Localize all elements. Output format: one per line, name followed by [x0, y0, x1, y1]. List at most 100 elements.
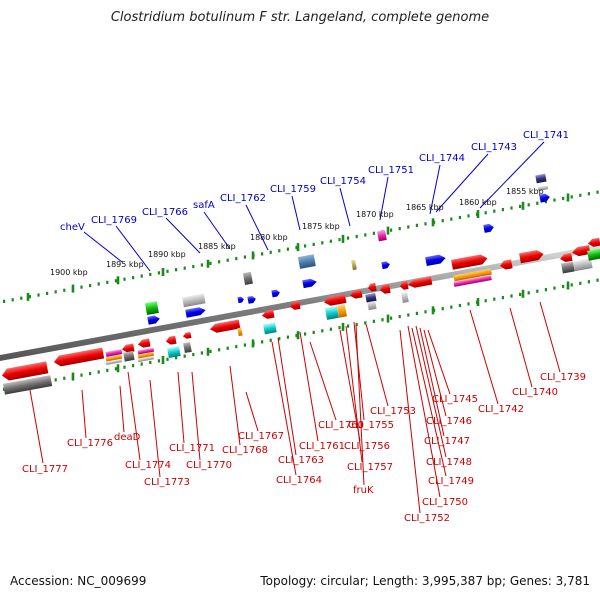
kbp-tick-label: 1880 kbp	[250, 233, 288, 242]
tick-major	[116, 364, 120, 373]
tick-dot	[278, 337, 281, 341]
tick-dot	[355, 322, 358, 327]
tick-dot	[553, 286, 556, 290]
gene-feature	[147, 315, 160, 325]
tick-dot	[467, 302, 470, 306]
tick-dot	[304, 244, 307, 248]
gene-feature	[380, 283, 391, 294]
gene-shape	[122, 343, 135, 353]
gene-label-reverse: CLI_1750	[422, 497, 468, 508]
gene-feature	[242, 271, 253, 286]
gene-shape	[336, 304, 347, 318]
leader-line	[419, 327, 445, 437]
gene-feature	[137, 347, 155, 355]
leader-line	[353, 321, 365, 421]
tick-dot	[261, 252, 264, 256]
gene-feature	[166, 335, 177, 345]
tick-dot	[226, 346, 229, 350]
gene-shape	[237, 296, 244, 304]
gene-feature	[500, 259, 513, 270]
gene-feature	[367, 300, 377, 311]
gene-label-reverse: CLI_1745	[432, 394, 478, 405]
gene-feature	[377, 230, 387, 242]
gene-feature	[167, 345, 181, 359]
leader-line	[379, 176, 389, 221]
tick-major	[386, 314, 390, 323]
tick-dot	[304, 332, 307, 336]
tick-dot	[166, 357, 169, 361]
gene-shape	[381, 261, 390, 270]
tick-major	[476, 298, 480, 307]
tick-major	[251, 251, 255, 260]
gene-feature	[210, 319, 241, 333]
gene-feature	[400, 281, 409, 290]
tick-dot	[218, 348, 221, 352]
tick-dot	[536, 289, 539, 293]
tick-dot	[89, 283, 92, 288]
leader-line	[191, 371, 201, 461]
gene-shape	[237, 327, 243, 337]
tick-major	[566, 193, 570, 202]
tick-dot	[20, 296, 23, 300]
tick-dot	[484, 211, 487, 215]
tick-dot	[140, 274, 143, 278]
gene-shape	[166, 335, 177, 345]
gene-label-reverse: CLI_1757	[347, 462, 393, 473]
leader-line	[177, 371, 185, 444]
tick-dot	[243, 255, 246, 259]
tick-dot	[63, 288, 66, 292]
gene-feature	[54, 347, 105, 367]
gene-label-reverse: CLI_1767	[238, 431, 284, 442]
gene-feature	[535, 173, 547, 184]
tick-dot	[562, 284, 565, 289]
gene-shape	[123, 350, 135, 362]
leader-line	[277, 337, 297, 456]
tick-dot	[398, 226, 401, 231]
gene-feature	[453, 268, 492, 282]
gene-label-reverse: CLI_1747	[424, 436, 470, 447]
gene-shape	[144, 301, 159, 316]
leader-line	[271, 341, 297, 476]
tick-major	[26, 292, 30, 301]
gene-label-reverse: CLI_1763	[278, 455, 324, 466]
leader-line	[539, 301, 561, 373]
tick-dot	[390, 316, 393, 320]
tick-dot	[89, 371, 92, 376]
gene-label-reverse: CLI_1753	[370, 406, 416, 417]
tick-dot	[329, 327, 332, 331]
tick-dot	[114, 367, 117, 371]
gene-feature	[297, 254, 316, 269]
tick-dot	[415, 311, 418, 316]
gene-shape	[262, 309, 275, 319]
leader-line	[229, 365, 241, 446]
gene-shape	[147, 315, 160, 325]
leader-line	[509, 307, 533, 388]
leader-line	[299, 331, 319, 442]
leader-line	[29, 389, 44, 464]
tick-dot	[192, 352, 195, 357]
gene-shape	[368, 282, 377, 292]
gene-feature	[537, 185, 549, 191]
gene-label-forward: CLI_1751	[368, 165, 414, 176]
gene-shape	[3, 375, 53, 395]
leader-line	[291, 195, 301, 231]
tick-dot	[183, 266, 186, 270]
gene-shape	[271, 289, 280, 298]
tick-dot	[123, 277, 126, 281]
gene-shape	[183, 341, 192, 354]
gene-feature	[105, 359, 123, 365]
gene-label-forward: cheV	[60, 222, 85, 233]
tick-dot	[286, 247, 289, 251]
tick-dot	[579, 281, 582, 285]
tick-dot	[441, 307, 444, 311]
kbp-tick-label: 1860 kbp	[459, 198, 497, 207]
gene-label-reverse: CLI_1768	[222, 445, 268, 456]
tick-dot	[149, 360, 152, 365]
gene-feature	[350, 289, 363, 299]
leader-line	[415, 325, 447, 458]
gene-feature	[451, 254, 488, 270]
leader-line	[365, 323, 389, 407]
gene-label-reverse: CLI_1760	[318, 420, 364, 431]
gene-feature	[3, 375, 53, 395]
gene-label-reverse: deaD	[114, 432, 141, 443]
